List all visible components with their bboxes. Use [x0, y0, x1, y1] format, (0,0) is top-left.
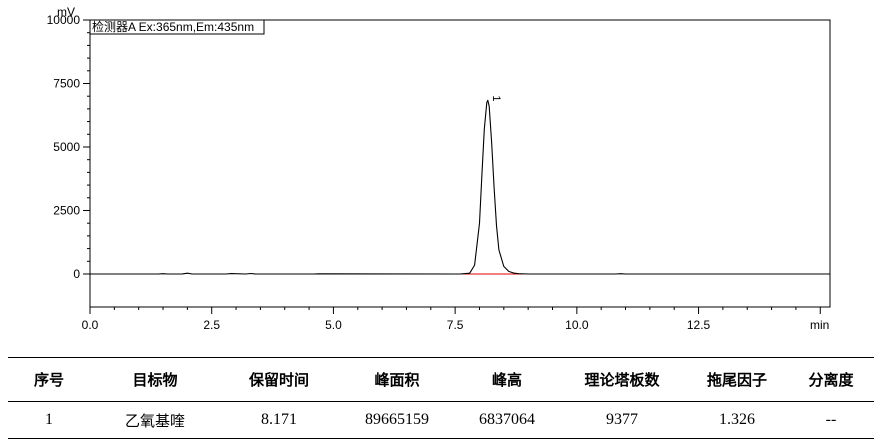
cell-theoretical-plates: 9377 — [558, 401, 686, 439]
y-tick-label: 5000 — [53, 140, 80, 154]
y-tick-label: 10000 — [47, 13, 81, 27]
chart-title: 检测器A Ex:365nm,Em:435nm — [92, 19, 254, 34]
signal-trace — [90, 99, 830, 275]
y-axis-label: mV — [57, 5, 75, 19]
x-axis-label: min — [810, 318, 829, 332]
plot-frame — [89, 19, 831, 308]
y-tick-label: 7500 — [53, 76, 80, 90]
cell-peak-height: 6837064 — [456, 401, 558, 439]
x-tick-label: 5.0 — [325, 318, 342, 332]
header-target: 目标物 — [90, 357, 220, 402]
x-tick-label: 10.0 — [565, 318, 589, 332]
cell-retention-time: 8.171 — [220, 401, 338, 439]
header-peak-area: 峰面积 — [338, 357, 456, 402]
header-theoretical-plates: 理论塔板数 — [558, 357, 686, 402]
peak-label: 1 — [490, 95, 502, 101]
x-tick-label: 7.5 — [447, 318, 464, 332]
y-tick-label: 0 — [73, 267, 80, 281]
x-tick-label: 0.0 — [82, 318, 99, 332]
chart-title-box — [89, 19, 265, 35]
results-table: 序号 目标物 保留时间 峰面积 峰高 理论塔板数 拖尾因子 分离度 1 乙氧基喹… — [8, 357, 874, 439]
header-resolution: 分离度 — [788, 357, 874, 402]
header-tailing-factor: 拖尾因子 — [686, 357, 788, 402]
table-header-row: 序号 目标物 保留时间 峰面积 峰高 理论塔板数 拖尾因子 分离度 — [8, 357, 874, 402]
cell-resolution: -- — [788, 401, 874, 439]
cell-index: 1 — [8, 401, 90, 439]
cell-tailing-factor: 1.326 — [686, 401, 788, 439]
table-row: 1 乙氧基喹 8.171 89665159 6837064 9377 1.326… — [8, 401, 874, 439]
cell-target: 乙氧基喹 — [90, 401, 220, 439]
header-index: 序号 — [8, 357, 90, 402]
x-tick-label: 12.5 — [687, 318, 711, 332]
x-tick-label: 2.5 — [203, 318, 220, 332]
y-tick-label: 2500 — [53, 203, 80, 217]
header-retention-time: 保留时间 — [220, 357, 338, 402]
chromatogram-chart: 0 2500 5000 7500 10000 0.0 2.5 5.0 7.5 10.0 12.5 mV… — [47, 5, 831, 332]
header-peak-height: 峰高 — [456, 357, 558, 402]
cell-peak-area: 89665159 — [338, 401, 456, 439]
